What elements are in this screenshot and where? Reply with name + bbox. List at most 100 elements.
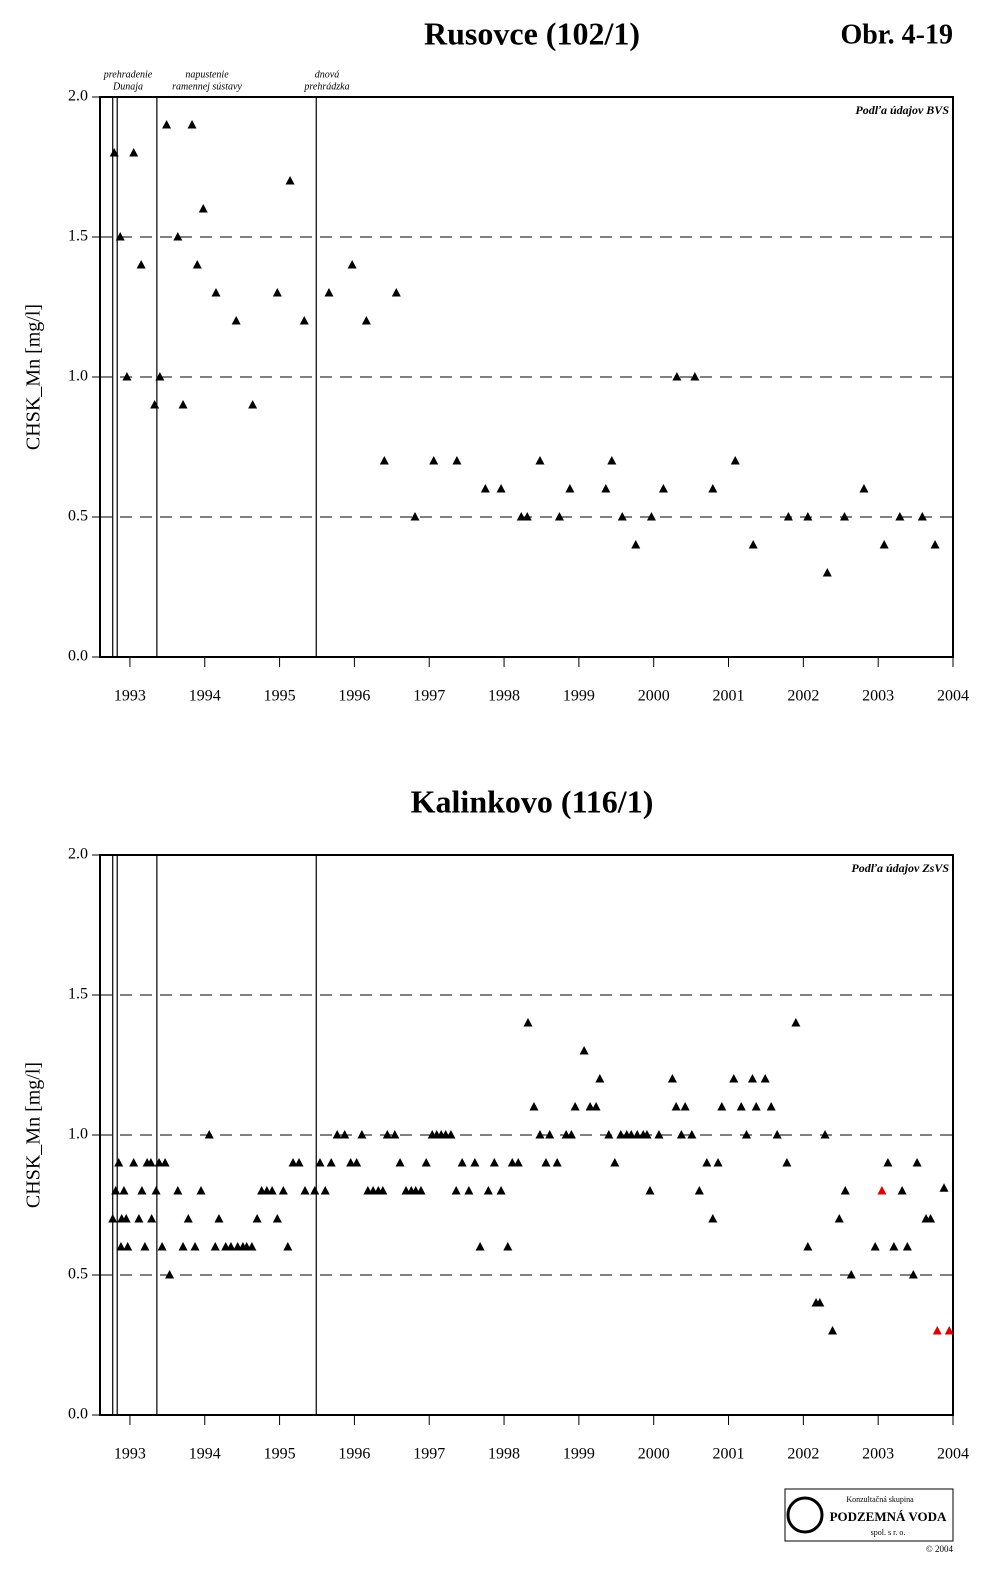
data-point: [840, 512, 850, 521]
data-point: [361, 316, 371, 325]
data-point: [815, 1298, 825, 1307]
y-axis-label: CHSK_Mn [mg/l]: [23, 304, 45, 450]
data-point: [347, 260, 357, 269]
data-point: [760, 1074, 770, 1083]
data-point: [183, 1214, 193, 1223]
x-tick-label: 2001: [713, 688, 745, 705]
data-point: [944, 1326, 954, 1335]
data-point: [123, 1242, 133, 1251]
data-point: [736, 1102, 746, 1111]
event-label: ramennej sústavy: [172, 81, 242, 92]
y-tick-label: 2.0: [68, 846, 88, 863]
x-tick-label: 1993: [114, 1446, 146, 1463]
data-point: [516, 512, 526, 521]
data-point: [631, 540, 641, 549]
data-point: [272, 288, 282, 297]
data-point: [535, 456, 545, 465]
data-point: [741, 1130, 751, 1139]
data-point: [570, 1102, 580, 1111]
data-point: [446, 1130, 456, 1139]
data-point: [676, 1130, 686, 1139]
x-tick-label: 1995: [264, 1446, 296, 1463]
data-point: [529, 1102, 539, 1111]
data-point: [231, 316, 241, 325]
logo-form: spol. s r. o.: [871, 1528, 906, 1537]
data-point: [475, 1242, 485, 1251]
data-point: [783, 512, 793, 521]
x-tick-label: 2004: [937, 688, 969, 705]
data-point: [214, 1214, 224, 1223]
data-point: [395, 1158, 405, 1167]
data-point: [846, 1270, 856, 1279]
data-point: [820, 1130, 830, 1139]
data-point: [729, 1074, 739, 1083]
data-point: [483, 1186, 493, 1195]
data-point: [496, 1186, 506, 1195]
data-point: [162, 120, 172, 129]
x-tick-label: 2004: [937, 1446, 969, 1463]
data-point: [926, 1214, 936, 1223]
data-point: [507, 1158, 517, 1167]
data-point: [730, 456, 740, 465]
chart-title: Kalinkovo (116/1): [411, 783, 654, 819]
data-point: [165, 1270, 175, 1279]
data-point: [579, 1046, 589, 1055]
data-point: [116, 1242, 126, 1251]
figure-label: Obr. 4-19: [840, 19, 953, 50]
data-point: [513, 1158, 523, 1167]
data-point: [828, 1326, 838, 1335]
data-point: [566, 1130, 576, 1139]
x-tick-label: 1995: [264, 688, 296, 705]
data-point: [299, 316, 309, 325]
x-tick-label: 1993: [114, 688, 146, 705]
x-tick-label: 1999: [563, 1446, 595, 1463]
event-label: prehrádzka: [303, 81, 349, 92]
data-point: [278, 1186, 288, 1195]
data-point: [747, 1074, 757, 1083]
data-point: [708, 484, 718, 493]
data-point: [410, 512, 420, 521]
data-point: [654, 1130, 664, 1139]
x-tick-label: 2000: [638, 1446, 670, 1463]
data-point: [917, 512, 927, 521]
x-tick-label: 1997: [413, 1446, 445, 1463]
data-point: [108, 1214, 118, 1223]
data-point: [114, 1158, 124, 1167]
data-point: [632, 1130, 642, 1139]
copyright: © 2004: [926, 1544, 954, 1554]
data-point: [378, 1186, 388, 1195]
data-point: [646, 512, 656, 521]
data-point: [451, 1186, 461, 1195]
logo-group: Konzultačná skupina: [846, 1495, 914, 1504]
data-point: [283, 1242, 293, 1251]
data-point: [895, 512, 905, 521]
x-tick-label: 1997: [413, 688, 445, 705]
data-point: [382, 1130, 392, 1139]
data-point: [198, 204, 208, 213]
data-point: [129, 148, 139, 157]
data-point: [129, 1158, 139, 1167]
data-point: [154, 1158, 164, 1167]
data-point: [667, 1074, 677, 1083]
data-point: [252, 1214, 262, 1223]
x-tick-label: 1999: [563, 688, 595, 705]
data-point: [902, 1242, 912, 1251]
event-label: Dunaja: [112, 81, 143, 92]
data-point: [272, 1214, 282, 1223]
data-point: [300, 1186, 310, 1195]
data-point: [541, 1158, 551, 1167]
data-point: [840, 1186, 850, 1195]
data-point: [340, 1130, 350, 1139]
data-point: [155, 372, 165, 381]
data-point: [226, 1242, 236, 1251]
data-point: [616, 1130, 626, 1139]
data-point: [822, 568, 832, 577]
x-tick-label: 2002: [787, 688, 819, 705]
data-point: [535, 1130, 545, 1139]
data-point: [178, 400, 188, 409]
data-point: [545, 1130, 555, 1139]
data-point: [552, 1158, 562, 1167]
data-point: [601, 484, 611, 493]
data-point: [751, 1102, 761, 1111]
